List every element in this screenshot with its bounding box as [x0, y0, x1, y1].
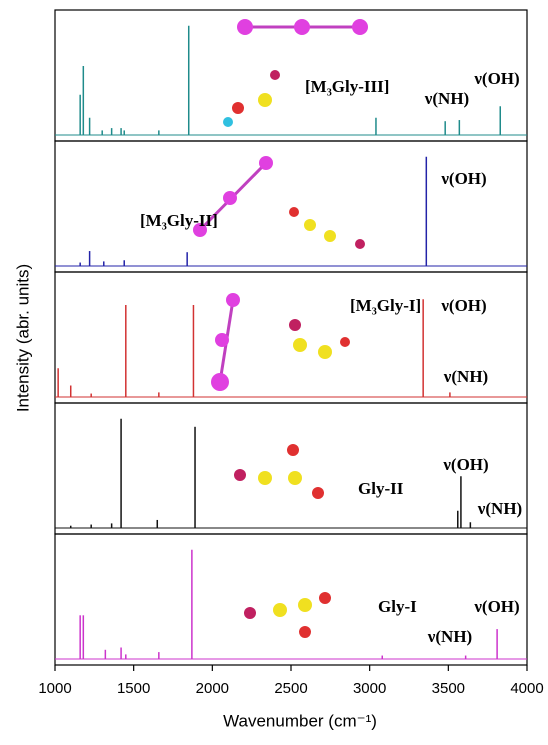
annotation: ν(OH)	[473, 597, 519, 616]
annotation: Gly-I	[378, 597, 417, 616]
x-tick-label: 2500	[274, 680, 307, 697]
x-tick-label: 3000	[353, 680, 386, 697]
annotation: ν(OH)	[442, 455, 488, 474]
panel-frame	[55, 10, 527, 141]
chart: Wavenumber (cm⁻¹) Intensity (abr. units)…	[0, 0, 548, 745]
annotation: ν(OH)	[440, 296, 486, 315]
annotation: [M₃Gly-III]	[305, 77, 389, 96]
annotation: ν(OH)	[473, 69, 519, 88]
annotation: ν(NH)	[477, 499, 522, 518]
annotation: [M₃Gly-II]	[140, 211, 218, 230]
annotation: ν(NH)	[424, 89, 469, 108]
molecule-decorations	[193, 19, 368, 638]
y-axis-label: Intensity (abr. units)	[13, 264, 32, 412]
x-tick-label: 1500	[117, 680, 150, 697]
x-tick-label: 3500	[432, 680, 465, 697]
x-tick-label: 1000	[38, 680, 71, 697]
x-tick-label: 2000	[196, 680, 229, 697]
x-axis-label: Wavenumber (cm⁻¹)	[223, 711, 377, 730]
annotation: [M₃Gly-I]	[350, 296, 421, 315]
annotation: ν(NH)	[443, 367, 488, 386]
x-tick-label: 4000	[510, 680, 543, 697]
panel-frame	[55, 141, 527, 272]
annotation: ν(OH)	[440, 169, 486, 188]
annotation: ν(NH)	[427, 627, 472, 646]
annotation: Gly-II	[358, 479, 404, 498]
